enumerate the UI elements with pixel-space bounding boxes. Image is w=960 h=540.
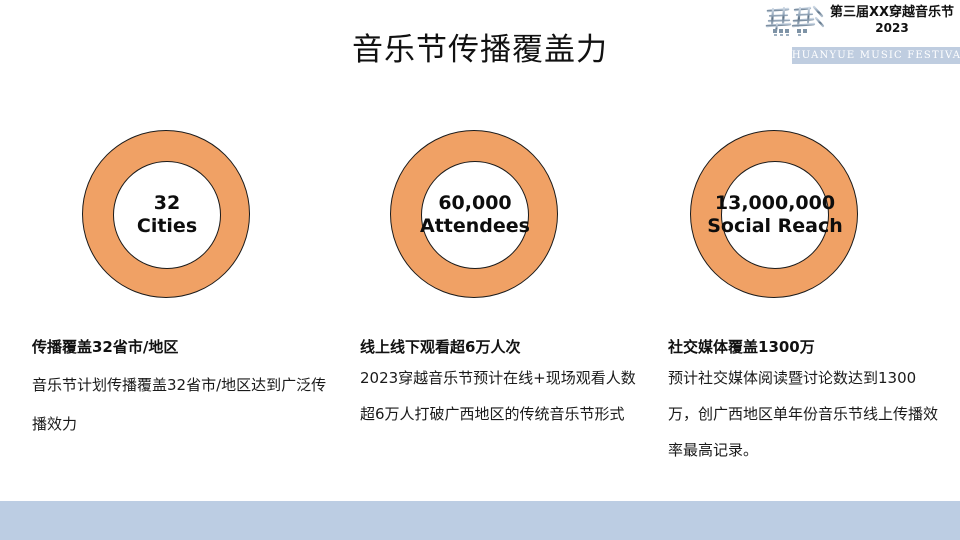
- block-heading: 线上线下观看超6万人次: [360, 338, 521, 356]
- brand-block: 第三届XX穿越音乐节 2023 CHUANYUE MUSIC FESTIVAL: [760, 4, 960, 66]
- block-heading: 传播覆盖32省市/地区: [32, 338, 179, 356]
- brand-title: 第三届XX穿越音乐节: [829, 5, 954, 20]
- text-block-coverage: 传播覆盖32省市/地区 音乐节计划传播覆盖32省市/地区达到广泛传播效力: [32, 336, 332, 444]
- chuanyue-calligraphy-logo-icon: [764, 4, 826, 38]
- donut-hole: [421, 161, 529, 269]
- block-body: 2023穿越音乐节预计在线+现场观看人数超6万人打破广西地区的传统音乐节形式: [360, 369, 636, 423]
- donut-hole: [721, 161, 829, 269]
- brand-text: 第三届XX穿越音乐节 2023: [830, 4, 960, 36]
- text-block-social: 社交媒体覆盖1300万 预计社交媒体阅读暨讨论数达到1300万，创广西地区单年份…: [668, 336, 946, 468]
- brand-year: 2023: [875, 21, 909, 35]
- text-block-attendance: 线上线下观看超6万人次 2023穿越音乐节预计在线+现场观看人数超6万人打破广西…: [360, 336, 650, 432]
- page-title: 音乐节传播覆盖力: [352, 32, 608, 68]
- block-body: 预计社交媒体阅读暨讨论数达到1300万，创广西地区单年份音乐节线上传播效率最高记…: [668, 369, 939, 459]
- footer-band: [0, 501, 960, 540]
- block-body: 音乐节计划传播覆盖32省市/地区达到广泛传播效力: [32, 376, 327, 433]
- block-heading: 社交媒体覆盖1300万: [668, 338, 815, 356]
- stat-donut-attendees: 60,000 Attendees: [384, 124, 566, 306]
- stat-donut-cities: 32 Cities: [76, 124, 258, 306]
- brand-row: 第三届XX穿越音乐节 2023: [760, 4, 960, 44]
- brand-band: CHUANYUE MUSIC FESTIVAL: [783, 47, 960, 64]
- donut-hole: [113, 161, 221, 269]
- brand-band-text: CHUANYUE MUSIC FESTIVAL: [783, 50, 960, 61]
- text-blocks-row: 传播覆盖32省市/地区 音乐节计划传播覆盖32省市/地区达到广泛传播效力 线上线…: [0, 336, 960, 486]
- stats-row: 32 Cities 60,000 Attendees 13,000,000 So…: [0, 124, 960, 306]
- stat-donut-social-reach: 13,000,000 Social Reach: [684, 124, 866, 306]
